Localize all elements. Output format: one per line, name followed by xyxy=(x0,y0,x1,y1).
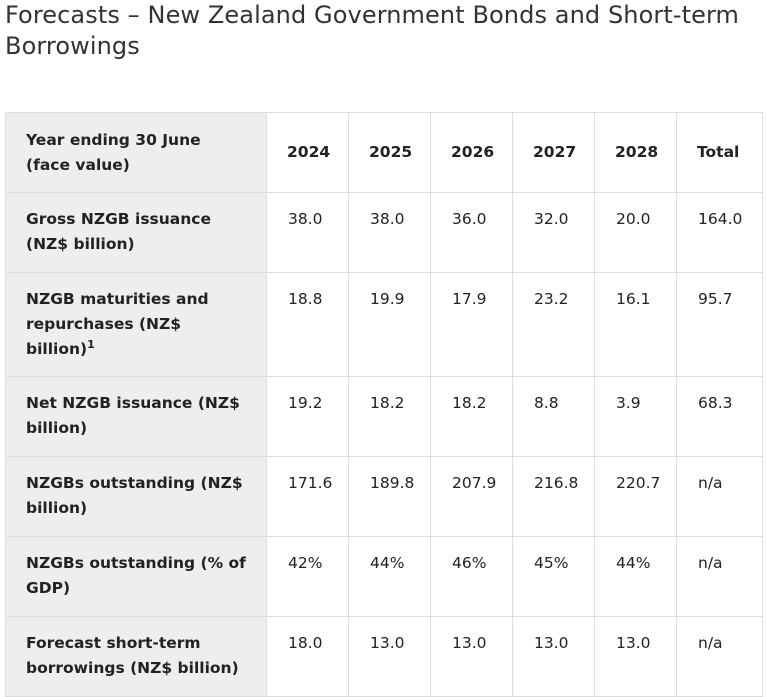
table-cell: 20.0 xyxy=(594,192,677,273)
table-cell: 42% xyxy=(266,536,349,617)
table-cell: 38.0 xyxy=(266,192,349,273)
table-cell: 44% xyxy=(594,536,677,617)
table-cell: 8.8 xyxy=(512,376,595,457)
table-cell-total: n/a xyxy=(676,456,763,537)
row-label-cell: NZGBs outstanding (NZ$ billion) xyxy=(5,456,267,537)
table-cell: 3.9 xyxy=(594,376,677,457)
table-cell: 18.2 xyxy=(348,376,431,457)
header-total-cell: Total xyxy=(676,112,763,193)
table-cell: 16.1 xyxy=(594,272,677,377)
table-row: Gross NZGB issuance (NZ$ billion) 38.0 3… xyxy=(5,192,763,273)
row-label: Forecast short-term borrowings (NZ$ bill… xyxy=(26,634,239,677)
table-row: NZGB maturities and repurchases (NZ$ bil… xyxy=(5,272,763,377)
table-cell: 32.0 xyxy=(512,192,595,273)
row-label: NZGBs outstanding (NZ$ billion) xyxy=(26,474,243,517)
table-body: Gross NZGB issuance (NZ$ billion) 38.0 3… xyxy=(5,192,763,697)
table-cell-total: n/a xyxy=(676,536,763,617)
footnote-marker: 1 xyxy=(87,338,95,351)
row-label: Gross NZGB issuance (NZ$ billion) xyxy=(26,210,212,253)
table-cell: 17.9 xyxy=(430,272,513,377)
table-cell-total: 68.3 xyxy=(676,376,763,457)
row-label-cell: NZGB maturities and repurchases (NZ$ bil… xyxy=(5,272,267,377)
header-year-cell: 2025 xyxy=(348,112,431,193)
row-label-cell: NZGBs outstanding (% of GDP) xyxy=(5,536,267,617)
header-year-cell: 2026 xyxy=(430,112,513,193)
table-cell: 13.0 xyxy=(348,616,431,697)
table-row: NZGBs outstanding (% of GDP) 42% 44% 46%… xyxy=(5,536,763,617)
header-label-cell: Year ending 30 June (face value) xyxy=(5,112,267,193)
table-cell: 19.9 xyxy=(348,272,431,377)
row-label-cell: Gross NZGB issuance (NZ$ billion) xyxy=(5,192,267,273)
table-cell: 38.0 xyxy=(348,192,431,273)
table-cell: 220.7 xyxy=(594,456,677,537)
table-cell: 45% xyxy=(512,536,595,617)
table-cell: 13.0 xyxy=(430,616,513,697)
row-label: NZGBs outstanding (% of GDP) xyxy=(26,554,246,597)
table-cell: 189.8 xyxy=(348,456,431,537)
row-label-cell: Forecast short-term borrowings (NZ$ bill… xyxy=(5,616,267,697)
table-cell: 19.2 xyxy=(266,376,349,457)
table-cell-total: 164.0 xyxy=(676,192,763,273)
table-cell-total: 95.7 xyxy=(676,272,763,377)
row-label: Net NZGB issuance (NZ$ billion) xyxy=(26,394,240,437)
table-cell: 13.0 xyxy=(512,616,595,697)
table-row: NZGBs outstanding (NZ$ billion) 171.6 18… xyxy=(5,456,763,537)
table-cell: 216.8 xyxy=(512,456,595,537)
header-row: Year ending 30 June (face value) 2024 20… xyxy=(5,112,763,193)
bonds-forecast-table: Year ending 30 June (face value) 2024 20… xyxy=(5,112,763,697)
table-cell: 18.8 xyxy=(266,272,349,377)
table-cell: 18.0 xyxy=(266,616,349,697)
table-cell: 171.6 xyxy=(266,456,349,537)
table-header: Year ending 30 June (face value) 2024 20… xyxy=(5,112,763,193)
header-year-cell: 2028 xyxy=(594,112,677,193)
table-row: Net NZGB issuance (NZ$ billion) 19.2 18.… xyxy=(5,376,763,457)
page-title: Forecasts – New Zealand Government Bonds… xyxy=(5,1,740,60)
table-cell: 13.0 xyxy=(594,616,677,697)
table-row: Forecast short-term borrowings (NZ$ bill… xyxy=(5,616,763,697)
table-cell: 23.2 xyxy=(512,272,595,377)
header-year-cell: 2024 xyxy=(266,112,349,193)
table-cell: 18.2 xyxy=(430,376,513,457)
table-cell: 36.0 xyxy=(430,192,513,273)
table-cell-total: n/a xyxy=(676,616,763,697)
row-label-cell: Net NZGB issuance (NZ$ billion) xyxy=(5,376,267,457)
table-cell: 46% xyxy=(430,536,513,617)
table-cell: 44% xyxy=(348,536,431,617)
table-cell: 207.9 xyxy=(430,456,513,537)
row-label: NZGB maturities and repurchases (NZ$ bil… xyxy=(26,290,209,358)
header-year-cell: 2027 xyxy=(512,112,595,193)
